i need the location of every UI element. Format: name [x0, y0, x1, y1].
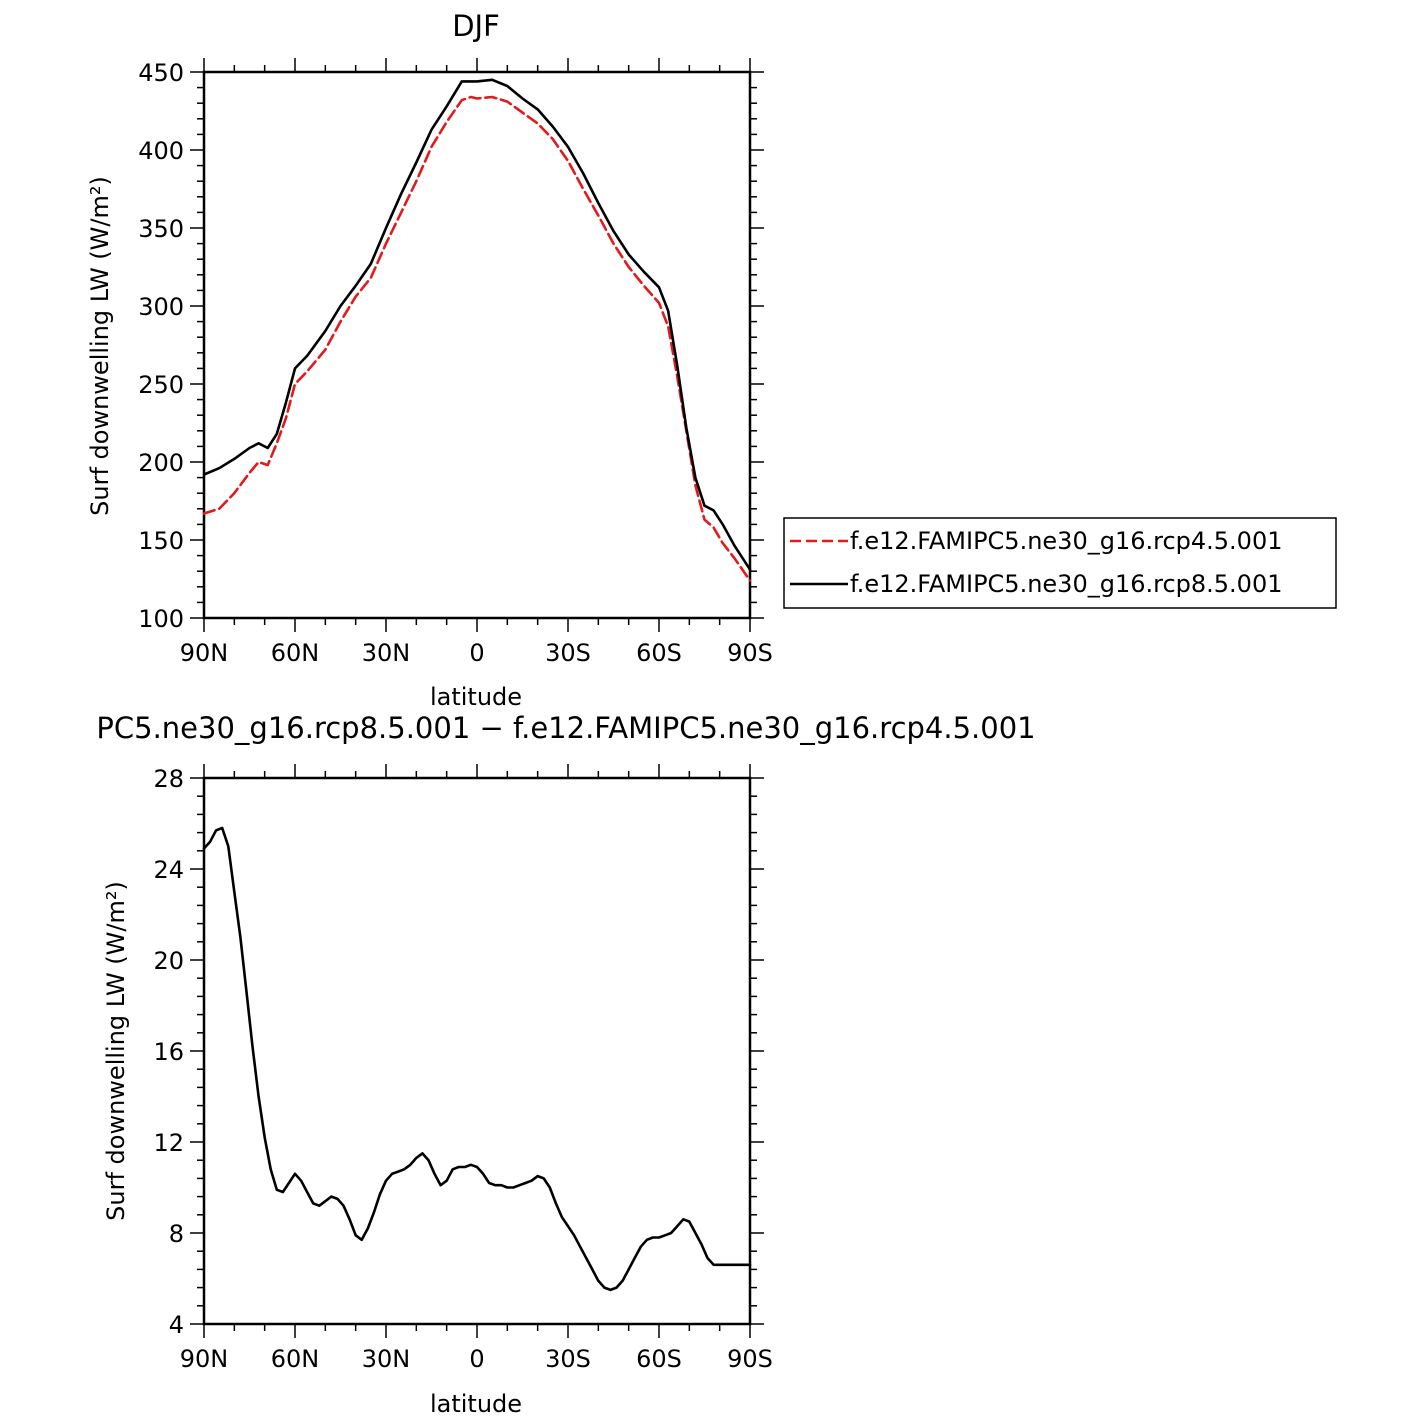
y-tick-label: 250 [138, 371, 184, 399]
x-tick-label: 0 [469, 639, 484, 667]
plot-frame [202, 70, 752, 620]
x-tick-label: 60N [271, 1345, 320, 1373]
top-y-axis-label: Surf downwelling LW (W/m²) [86, 176, 114, 516]
y-tick-label: 24 [153, 856, 184, 884]
y-tick-label: 4 [169, 1311, 184, 1339]
y-tick-label: 28 [153, 765, 184, 793]
top-plot-area: 100 150 200 250 300 350 400 450 90N 60N 30N 0 30S 60S… [138, 58, 773, 667]
bottom-x-axis-label: latitude [430, 1390, 522, 1418]
x-tick-label: 30N [362, 639, 411, 667]
x-tick-label: 90S [727, 639, 773, 667]
bottom-chart-title: PC5.ne30_g16.rcp8.5.001 − f.e12.FAMIPC5.… [96, 711, 1035, 745]
y-tick-label: 450 [138, 59, 184, 87]
series-line-0 [202, 95, 752, 582]
bottom-y-axis-label: Surf downwelling LW (W/m²) [102, 881, 130, 1221]
series-line-0 [202, 826, 752, 1292]
x-tick-label: 60S [636, 639, 682, 667]
legend-box [783, 517, 1337, 609]
legend-label-rcp45: f.e12.FAMIPC5.ne30_g16.rcp4.5.001 [850, 527, 1283, 555]
bottom-panel: PC5.ne30_g16.rcp8.5.001 − f.e12.FAMIPC5.… [96, 711, 1035, 1418]
y-tick-label: 150 [138, 527, 184, 555]
x-tick-label: 90N [180, 1345, 229, 1373]
y-tick-label: 16 [153, 1038, 184, 1066]
y-tick-label: 400 [138, 137, 184, 165]
x-tick-label: 60N [271, 639, 320, 667]
bottom-plot-area: 4 8 12 16 20 24 28 90N 60N 30N 0 30S 60S 90S [153, 764, 773, 1373]
y-tick-label: 200 [138, 449, 184, 477]
legend: f.e12.FAMIPC5.ne30_g16.rcp4.5.001 f.e12.… [783, 517, 1337, 609]
x-tick-label: 60S [636, 1345, 682, 1373]
legend-label-rcp85: f.e12.FAMIPC5.ne30_g16.rcp8.5.001 [850, 570, 1283, 598]
x-tick-label: 0 [469, 1345, 484, 1373]
y-tick-label: 20 [153, 947, 184, 975]
top-panel: DJF 100 150 200 250 300 350 400 450 90N 60N 30N 0 30… [86, 9, 773, 711]
y-tick-label: 100 [138, 605, 184, 633]
x-tick-label: 30N [362, 1345, 411, 1373]
top-x-axis-label: latitude [430, 683, 522, 711]
x-tick-label: 90N [180, 639, 229, 667]
x-tick-label: 30S [545, 1345, 591, 1373]
top-chart-title: DJF [452, 9, 500, 43]
y-tick-label: 350 [138, 215, 184, 243]
y-tick-label: 8 [169, 1220, 184, 1248]
x-tick-label: 90S [727, 1345, 773, 1373]
series-line-1 [202, 78, 752, 571]
y-tick-label: 300 [138, 293, 184, 321]
y-tick-label: 12 [153, 1129, 184, 1157]
x-tick-label: 30S [545, 639, 591, 667]
plot-frame [202, 776, 752, 1326]
